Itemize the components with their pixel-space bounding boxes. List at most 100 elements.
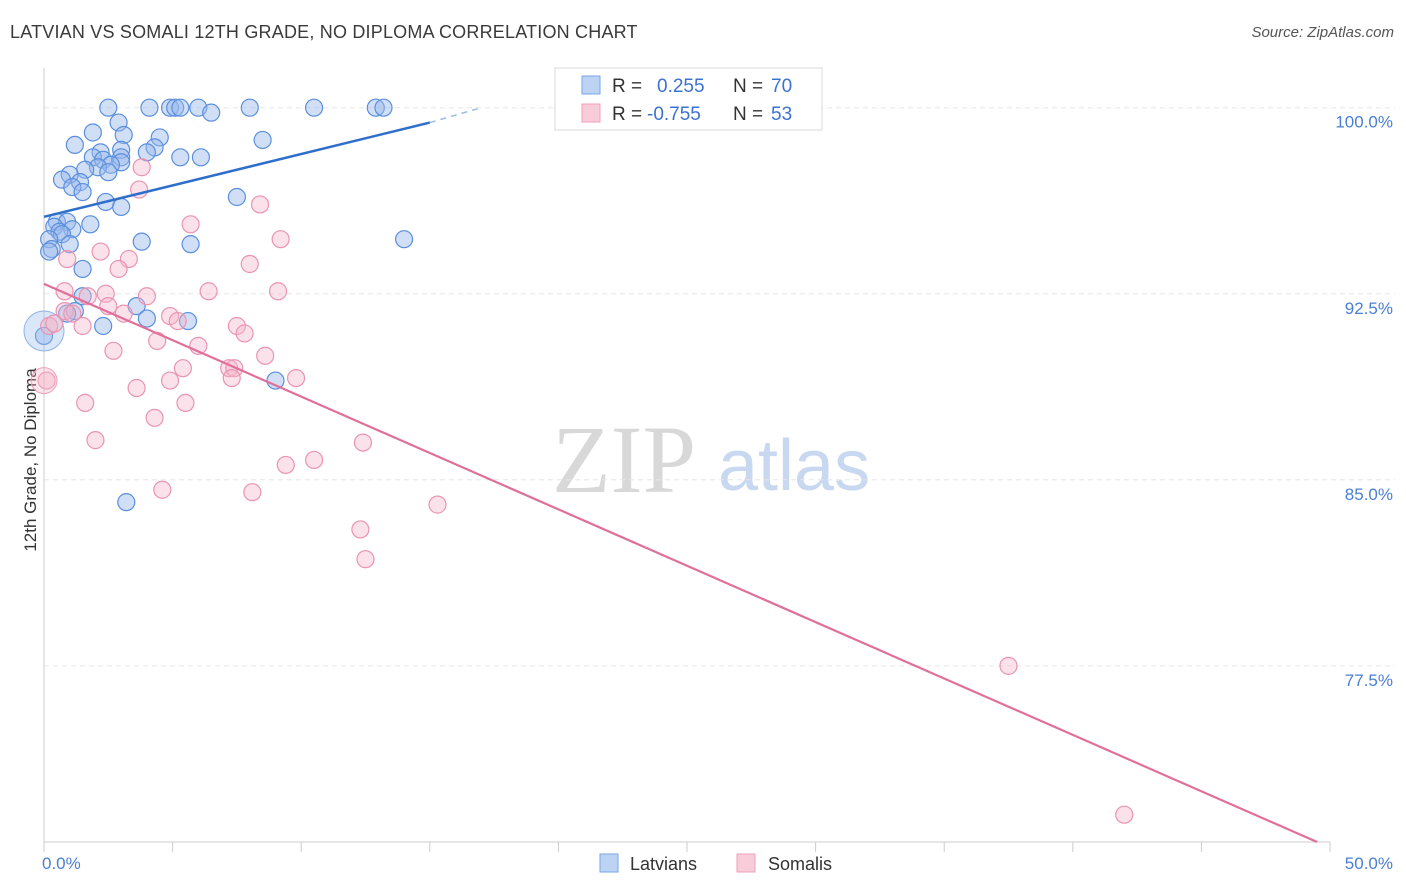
legend-n-value-2: 53 <box>771 104 792 125</box>
somali-point <box>86 431 105 450</box>
latvian-point <box>52 170 72 189</box>
y-tick-label: 92.5% <box>1345 299 1393 318</box>
somali-point <box>271 230 290 249</box>
latvian-point <box>81 215 100 234</box>
legend-n-label-1: N = <box>733 76 763 97</box>
somali-point <box>73 316 92 336</box>
latvian-point <box>94 316 113 336</box>
somali-point <box>127 378 146 398</box>
y-axis-label: 12th Grade, No Diploma <box>21 368 40 552</box>
somali-point <box>235 324 254 343</box>
latvian-point <box>266 371 285 390</box>
somali-point <box>250 195 270 214</box>
somali-point <box>137 287 156 306</box>
somali-point <box>176 393 195 413</box>
y-tick-labels: 100.0% 92.5% 85.0% 77.5% <box>1335 113 1393 690</box>
somali-point <box>304 450 324 470</box>
somali-point <box>286 368 306 388</box>
latvian-point <box>160 98 180 117</box>
somali-point <box>168 311 187 331</box>
latvian-point <box>34 326 54 346</box>
somali-point <box>145 408 164 427</box>
watermark: ZIP atlas <box>552 406 870 513</box>
latvian-point <box>171 148 190 167</box>
latvian-trend-line <box>43 121 431 219</box>
latvian-point <box>304 98 324 117</box>
somali-point <box>351 520 370 539</box>
somali-point <box>353 433 373 452</box>
latvian-point <box>240 98 259 117</box>
latvian-point <box>73 182 92 202</box>
somali-point <box>240 254 259 274</box>
somali-point <box>45 314 64 333</box>
grid-lines <box>44 107 1395 667</box>
somali-point <box>160 371 180 390</box>
latvian-point <box>178 311 198 331</box>
x-tick-label: 0.0% <box>42 854 81 873</box>
legend-swatch-latvians <box>581 75 601 95</box>
legend-n-label-2: N = <box>733 104 763 125</box>
y-tick-label: 85.0% <box>1345 485 1393 504</box>
axes <box>43 68 1331 852</box>
latvian-point <box>112 148 131 167</box>
watermark-atlas: atlas <box>718 426 870 506</box>
somali-point <box>76 393 95 413</box>
somali-point <box>181 215 200 234</box>
somali-point <box>199 282 218 301</box>
somali-point <box>173 359 192 378</box>
y-tick-label: 77.5% <box>1345 671 1393 690</box>
somali-point <box>243 483 262 502</box>
series-somalis <box>30 158 1134 824</box>
latvian-point <box>112 140 131 159</box>
legend: R = 0.255 N = 70 R = -0.755 N = 53 <box>554 67 823 131</box>
latvian-point <box>112 197 131 217</box>
latvian-point <box>202 103 221 122</box>
latvian-point <box>366 98 385 117</box>
legend-r-label-1: R = <box>612 76 642 97</box>
legend-n-value-1: 70 <box>771 76 792 97</box>
latvian-point <box>166 98 185 117</box>
somali-trend-line <box>43 282 1318 844</box>
somali-point <box>132 158 151 177</box>
somali-point <box>256 346 275 365</box>
somali-point-large <box>30 367 58 395</box>
latvian-point <box>227 187 246 207</box>
source-credit: Source: ZipAtlas.com <box>1251 24 1394 41</box>
x-tick-label: 50.0% <box>1345 854 1393 873</box>
latvian-point <box>117 493 136 512</box>
somali-point <box>227 316 246 336</box>
legend-r-value-2: -0.755 <box>647 104 701 125</box>
bottom-legend-swatch-latvians <box>599 853 619 873</box>
somali-point <box>356 550 375 569</box>
latvian-point <box>83 123 102 142</box>
legend-swatch-somalis <box>581 103 601 123</box>
somali-point <box>1115 805 1134 824</box>
latvian-point <box>253 130 272 150</box>
bottom-legend: Latvians Somalis <box>599 853 832 874</box>
latvian-point <box>50 222 69 241</box>
latvian-point <box>137 309 156 328</box>
latvian-point <box>191 148 210 167</box>
latvian-point <box>140 98 159 117</box>
latvian-point-large <box>23 310 65 352</box>
legend-r-value-1: 0.255 <box>657 76 705 97</box>
somali-point <box>222 368 241 388</box>
somali-point <box>37 371 56 390</box>
bottom-legend-swatch-somalis <box>736 853 756 873</box>
latvian-point <box>150 128 169 147</box>
somali-point <box>58 249 77 269</box>
latvian-point <box>114 125 133 145</box>
somali-point <box>999 656 1018 675</box>
latvian-point <box>63 177 82 197</box>
latvian-point <box>65 135 84 155</box>
somali-point <box>268 282 288 301</box>
trend-lines <box>43 106 1318 844</box>
x-tick-labels: 0.0% 50.0% <box>42 854 1393 873</box>
latvian-point <box>73 259 92 279</box>
latvian-trend-extension <box>429 106 482 124</box>
latvian-point <box>374 98 393 117</box>
somali-point <box>63 304 82 323</box>
y-tick-label: 100.0% <box>1335 113 1393 132</box>
watermark-zip: ZIP <box>552 406 696 513</box>
